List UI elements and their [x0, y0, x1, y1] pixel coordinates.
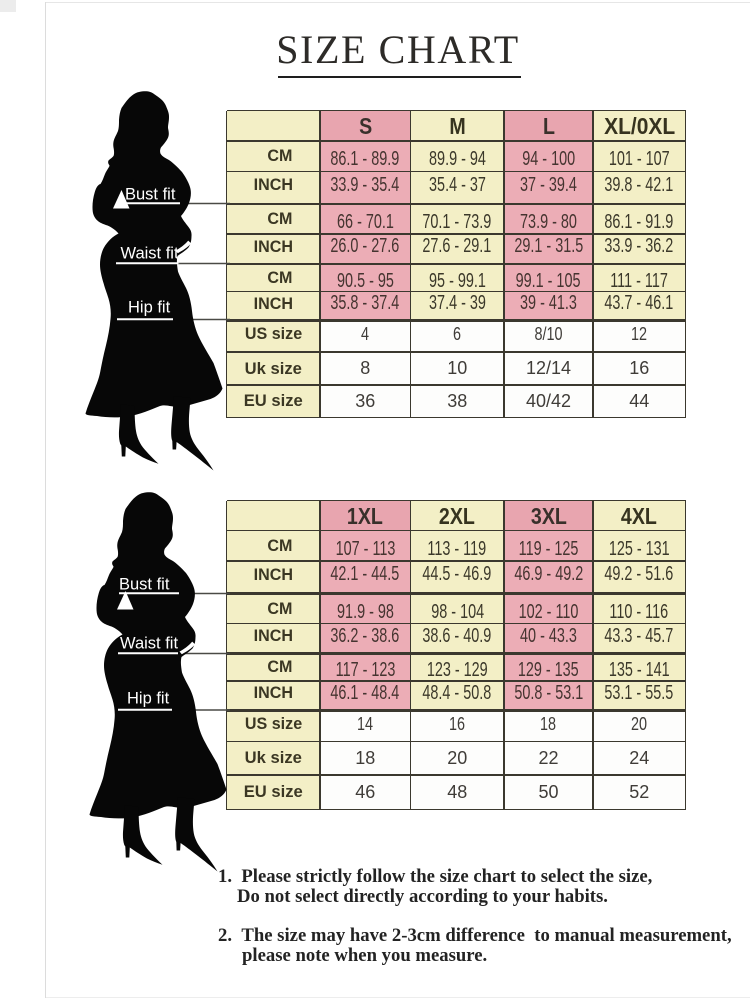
svg-text:Waist fit: Waist fit [120, 635, 178, 653]
svg-text:Waist fit: Waist fit [121, 245, 179, 263]
svg-text:Bust fit: Bust fit [125, 186, 176, 204]
svg-text:Hip fit: Hip fit [127, 690, 170, 708]
svg-text:Bust fit: Bust fit [119, 576, 170, 594]
svg-text:Hip fit: Hip fit [128, 299, 171, 317]
